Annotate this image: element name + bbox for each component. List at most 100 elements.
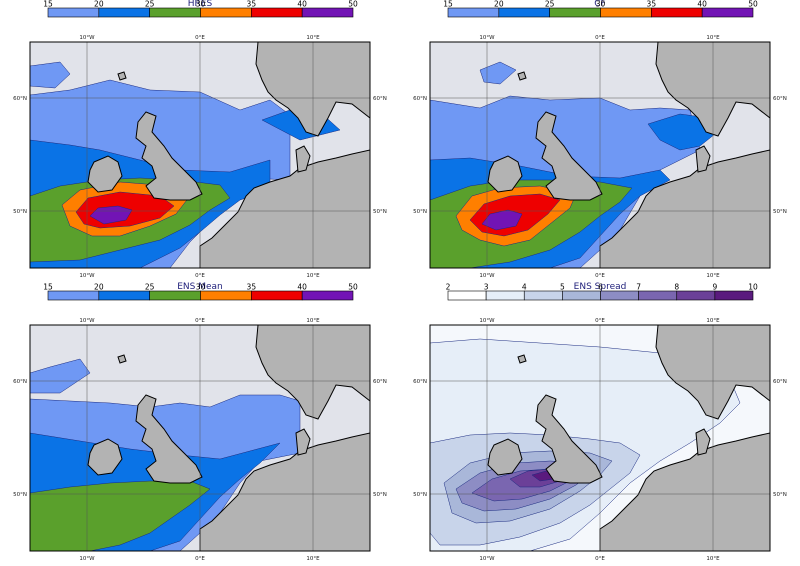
lon-label-bottom: 0°E [595, 556, 605, 562]
colorbar-swatch [600, 7, 652, 18]
colorbar-swatch [562, 290, 601, 301]
colorbar-swatch [638, 290, 678, 301]
lon-label-bottom: 10°W [479, 556, 495, 562]
colorbar-tick-label: 6 [598, 283, 603, 292]
colorbar-swatch [676, 290, 716, 301]
colorbar-tick-label: 25 [545, 0, 555, 9]
panel-ens-mean: ENS Mean 15 20 25 30 35 40 50 10°W 10°W 0°E 0°E 10… [0, 282, 400, 566]
lon-label-top: 0°E [595, 318, 605, 324]
colorbar-swatch [301, 7, 354, 18]
map-ens-mean: 15 20 25 30 35 40 50 10°W 10°W 0°E 0°E 10°E 10°E 60°… [13, 283, 387, 562]
landmass [117, 71, 127, 81]
colorbar-tick-label: 30 [596, 0, 606, 9]
panel-title-ens-spread: ENS Spread [573, 282, 627, 292]
colorbar-swatch [498, 7, 550, 18]
map-area-ens-spread: 10°W 10°W 0°E 0°E 10°E 10°E 60°N 60°N 50°N 50°N [413, 318, 787, 562]
panel-cf: CF 15 20 25 30 35 40 50 10°W 10°W 0°E 0°E 10°E 10°E… [400, 0, 800, 283]
colorbar-cf: 15 20 25 30 35 40 50 [443, 0, 758, 18]
contour-band [30, 61, 71, 89]
lon-label-bottom: 0°E [195, 273, 205, 279]
lat-label-right: 60°N [773, 379, 787, 385]
colorbar-tick-label: 5 [560, 283, 565, 292]
lon-label-top: 10°W [79, 35, 95, 41]
landmass [517, 71, 527, 81]
lon-label-top: 10°E [306, 318, 320, 324]
colorbar-tick-label: 40 [297, 283, 307, 292]
colorbar-swatch [701, 7, 754, 18]
lon-label-bottom: 0°E [195, 556, 205, 562]
colorbar-tick-label: 10 [748, 283, 758, 292]
colorbar-tick-label: 9 [712, 283, 717, 292]
panel-ens-spread: ENS Spread 2 3 4 5 6 7 8 9 10 10°W 10°W 0°E 0°E 10°E… [400, 282, 800, 566]
lat-label-left: 50°N [13, 492, 27, 498]
colorbar-tick-label: 35 [247, 283, 257, 292]
colorbar-ens-spread: 2 3 4 5 6 7 8 9 10 [446, 283, 758, 301]
contour-band [89, 205, 133, 225]
lon-label-bottom: 10°W [479, 273, 495, 279]
colorbar-tick-label: 25 [145, 283, 155, 292]
map-ens-spread: 2 3 4 5 6 7 8 9 10 10°W 10°W 0°E 0°E 10°E 10°E 60°N 60°… [413, 283, 787, 562]
landmass [87, 438, 123, 476]
colorbar-swatch [251, 290, 303, 301]
colorbar-tick-label: 50 [748, 0, 758, 9]
colorbar-swatch [714, 290, 754, 301]
lon-label-top: 0°E [195, 35, 205, 41]
lon-label-bottom: 10°E [306, 273, 320, 279]
colorbar-swatch [47, 7, 100, 18]
landmass [487, 155, 523, 193]
lon-label-top: 10°E [306, 35, 320, 41]
colorbar-tick-label: 7 [636, 283, 641, 292]
lat-label-left: 50°N [413, 209, 427, 215]
colorbar-tick-label: 20 [94, 0, 104, 9]
colorbar-swatch [149, 7, 201, 18]
colorbar-swatch [47, 290, 100, 301]
colorbar-swatch [98, 290, 150, 301]
lat-label-right: 50°N [773, 209, 787, 215]
lat-label-right: 60°N [373, 379, 387, 385]
lon-label-bottom: 10°W [79, 273, 95, 279]
colorbar-tick-label: 25 [145, 0, 155, 9]
landmass [135, 111, 203, 201]
panel-hres: HRES 15 20 25 30 35 40 50 10°W 10°W 0°E 0°E 10°E 10… [0, 0, 400, 283]
lon-label-bottom: 10°W [79, 556, 95, 562]
landmass [487, 438, 523, 476]
colorbar-swatch [149, 290, 201, 301]
lon-label-top: 10°E [706, 318, 720, 324]
colorbar-tick-label: 30 [196, 0, 206, 9]
lat-label-right: 60°N [773, 96, 787, 102]
landmass [517, 354, 527, 364]
colorbar-swatch [98, 7, 150, 18]
lat-label-left: 50°N [13, 209, 27, 215]
contour-band [30, 480, 211, 551]
lon-label-top: 10°E [706, 35, 720, 41]
map-frame [429, 41, 771, 269]
lat-label-left: 60°N [13, 96, 27, 102]
landmass [695, 428, 711, 456]
colorbar-tick-label: 4 [522, 283, 527, 292]
lon-label-top: 10°W [479, 35, 495, 41]
lon-label-bottom: 10°E [706, 556, 720, 562]
colorbar-hres: 15 20 25 30 35 40 50 [43, 0, 358, 18]
landmass [117, 354, 127, 364]
colorbar-tick-label: 2 [446, 283, 451, 292]
colorbar-tick-label: 30 [196, 283, 206, 292]
contour-band [481, 209, 523, 231]
colorbar-swatch [447, 7, 500, 18]
map-frame [29, 324, 371, 552]
map-frame [429, 324, 771, 552]
colorbar-tick-label: 35 [247, 0, 257, 9]
contour-band [479, 61, 517, 85]
colorbar-swatch [447, 290, 487, 301]
map-area-hres: 10°W 10°W 0°E 0°E 10°E 10°E 60°N 60°N 50°N 50°N [13, 35, 387, 279]
colorbar-swatch [549, 7, 601, 18]
lon-label-bottom: 0°E [595, 273, 605, 279]
map-area-ens-mean: 10°W 10°W 0°E 0°E 10°E 10°E 60°N 60°N 50°N 50°N [13, 318, 387, 562]
lat-label-left: 60°N [413, 96, 427, 102]
colorbar-tick-label: 15 [443, 0, 453, 9]
colorbar-tick-label: 15 [43, 0, 53, 9]
map-area-cf: 10°W 10°W 0°E 0°E 10°E 10°E 60°N 60°N 50°N 50°N [413, 35, 787, 279]
landmass [87, 155, 123, 193]
colorbar-swatch [651, 7, 703, 18]
landmass [695, 145, 711, 173]
colorbar-swatch [301, 290, 354, 301]
